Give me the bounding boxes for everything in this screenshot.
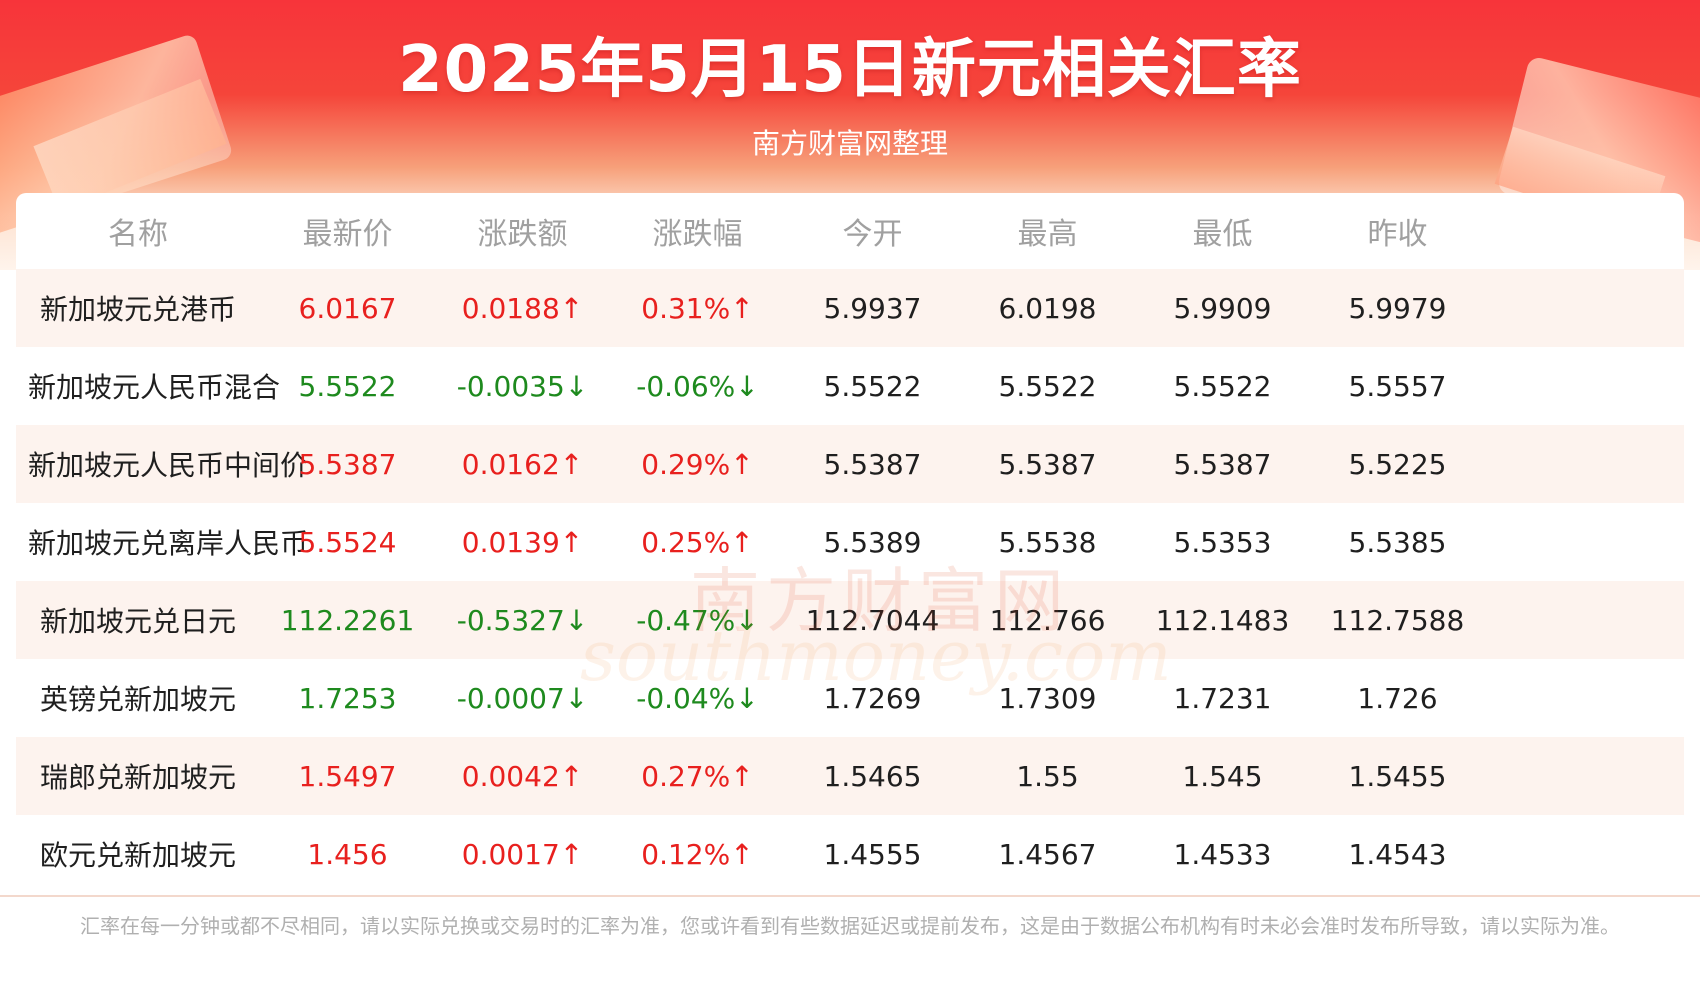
row-name: 欧元兑新加坡元 bbox=[39, 839, 236, 872]
table-header-row: 名称 最新价 涨跌额 涨跌幅 今开 最高 最低 昨收 bbox=[16, 193, 1684, 269]
row-change: 0.0042↑ bbox=[461, 759, 584, 793]
row-latest: 1.5497 bbox=[298, 759, 397, 793]
row-high: 1.4567 bbox=[998, 837, 1097, 871]
row-name: 新加坡元人民币中间价 bbox=[28, 449, 309, 482]
table-row: 新加坡元人民币中间价 5.5387 0.0162↑ 0.29%↑ 5.5387 5.538… bbox=[16, 425, 1684, 503]
row-high: 6.0198 bbox=[998, 291, 1097, 325]
row-prev-close: 5.5385 bbox=[1348, 525, 1447, 559]
row-open: 1.4555 bbox=[823, 837, 922, 871]
row-change-pct: -0.06%↓ bbox=[636, 369, 759, 403]
row-open: 5.5389 bbox=[823, 525, 922, 559]
column-header-change-pct: 涨跌幅 bbox=[652, 217, 743, 252]
row-latest: 5.5387 bbox=[298, 447, 397, 481]
row-high: 1.7309 bbox=[998, 681, 1097, 715]
row-low: 5.5353 bbox=[1173, 525, 1272, 559]
rate-table: 名称 最新价 涨跌额 涨跌幅 今开 最高 最低 昨收 新加坡元兑港币 6.0167… bbox=[16, 193, 1684, 900]
row-prev-close: 1.4543 bbox=[1348, 837, 1447, 871]
row-low: 1.545 bbox=[1182, 759, 1263, 793]
row-latest: 5.5524 bbox=[298, 525, 397, 559]
row-open: 5.9937 bbox=[823, 291, 922, 325]
row-open: 1.5465 bbox=[823, 759, 922, 793]
row-prev-close: 1.726 bbox=[1357, 681, 1438, 715]
disclaimer-footnote: 汇率在每一分钟或都不尽相同，请以实际兑换或交易时的汇率为准，您或许看到有些数据延… bbox=[80, 914, 1620, 938]
table-row: 新加坡元兑日元 112.2261 -0.5327↓ -0.47%↓ 112.7044 11… bbox=[16, 581, 1684, 659]
row-low: 5.5522 bbox=[1173, 369, 1272, 403]
row-open: 1.7269 bbox=[823, 681, 922, 715]
row-name: 新加坡元兑离岸人民币 bbox=[28, 527, 309, 560]
row-latest: 5.5522 bbox=[298, 369, 397, 403]
row-change: -0.0035↓ bbox=[456, 369, 589, 403]
table-row: 新加坡元兑港币 6.0167 0.0188↑ 0.31%↑ 5.9937 6.0198 5.… bbox=[16, 269, 1684, 347]
row-low: 112.1483 bbox=[1155, 603, 1290, 637]
row-name: 英镑兑新加坡元 bbox=[39, 683, 236, 716]
column-header-low: 最低 bbox=[1192, 217, 1253, 252]
row-name: 瑞郎兑新加坡元 bbox=[39, 761, 236, 794]
row-change-pct: 0.27%↑ bbox=[641, 759, 754, 793]
row-change: 0.0017↑ bbox=[461, 837, 584, 871]
row-change-pct: 0.12%↑ bbox=[641, 837, 754, 871]
page-subtitle: 南方财富网整理 bbox=[751, 127, 948, 160]
column-header-high: 最高 bbox=[1017, 217, 1078, 252]
row-open: 112.7044 bbox=[805, 603, 940, 637]
row-prev-close: 5.9979 bbox=[1348, 291, 1447, 325]
row-change-pct: 0.31%↑ bbox=[641, 291, 754, 325]
row-name: 新加坡元兑港币 bbox=[39, 293, 236, 326]
column-header-open: 今开 bbox=[842, 217, 903, 252]
row-high: 1.55 bbox=[1016, 759, 1079, 793]
table-row: 新加坡元人民币混合 5.5522 -0.0035↓ -0.06%↓ 5.5522 5.55… bbox=[16, 347, 1684, 425]
footer-divider bbox=[0, 895, 1700, 897]
column-header-latest: 最新价 bbox=[302, 217, 393, 252]
row-prev-close: 112.7588 bbox=[1330, 603, 1465, 637]
row-low: 5.5387 bbox=[1173, 447, 1272, 481]
row-change: 0.0139↑ bbox=[461, 525, 584, 559]
row-change-pct: 0.25%↑ bbox=[641, 525, 754, 559]
row-high: 5.5538 bbox=[998, 525, 1097, 559]
row-name: 新加坡元兑日元 bbox=[39, 605, 236, 638]
column-header-change: 涨跌额 bbox=[477, 217, 568, 252]
row-prev-close: 1.5455 bbox=[1348, 759, 1447, 793]
row-high: 112.766 bbox=[989, 603, 1106, 637]
row-open: 5.5387 bbox=[823, 447, 922, 481]
row-change: -0.0007↓ bbox=[456, 681, 589, 715]
row-high: 5.5522 bbox=[998, 369, 1097, 403]
column-header-prev-close: 昨收 bbox=[1367, 217, 1428, 252]
row-change: -0.5327↓ bbox=[456, 603, 589, 637]
row-latest: 1.7253 bbox=[298, 681, 397, 715]
row-low: 5.9909 bbox=[1173, 291, 1272, 325]
row-prev-close: 5.5225 bbox=[1348, 447, 1447, 481]
row-low: 1.4533 bbox=[1173, 837, 1272, 871]
row-change: 0.0188↑ bbox=[461, 291, 584, 325]
row-prev-close: 5.5557 bbox=[1348, 369, 1447, 403]
row-latest: 1.456 bbox=[307, 837, 388, 871]
table-row: 英镑兑新加坡元 1.7253 -0.0007↓ -0.04%↓ 1.7269 1.7309… bbox=[16, 659, 1684, 737]
row-latest: 6.0167 bbox=[298, 291, 397, 325]
row-change-pct: -0.04%↓ bbox=[636, 681, 759, 715]
row-high: 5.5387 bbox=[998, 447, 1097, 481]
table-row: 新加坡元兑离岸人民币 5.5524 0.0139↑ 0.25%↑ 5.5389 5.553… bbox=[16, 503, 1684, 581]
row-change-pct: 0.29%↑ bbox=[641, 447, 754, 481]
row-change-pct: -0.47%↓ bbox=[636, 603, 759, 637]
table-row: 瑞郎兑新加坡元 1.5497 0.0042↑ 0.27%↑ 1.5465 1.55 1.54… bbox=[16, 737, 1684, 815]
row-name: 新加坡元人民币混合 bbox=[28, 371, 281, 404]
row-latest: 112.2261 bbox=[280, 603, 415, 637]
row-low: 1.7231 bbox=[1173, 681, 1272, 715]
row-change: 0.0162↑ bbox=[461, 447, 584, 481]
column-header-name: 名称 bbox=[108, 217, 168, 252]
table-row: 欧元兑新加坡元 1.456 0.0017↑ 0.12%↑ 1.4555 1.4567 1.4… bbox=[16, 815, 1684, 893]
row-open: 5.5522 bbox=[823, 369, 922, 403]
page-title: 2025年5月15日新元相关汇率 bbox=[398, 33, 1302, 107]
